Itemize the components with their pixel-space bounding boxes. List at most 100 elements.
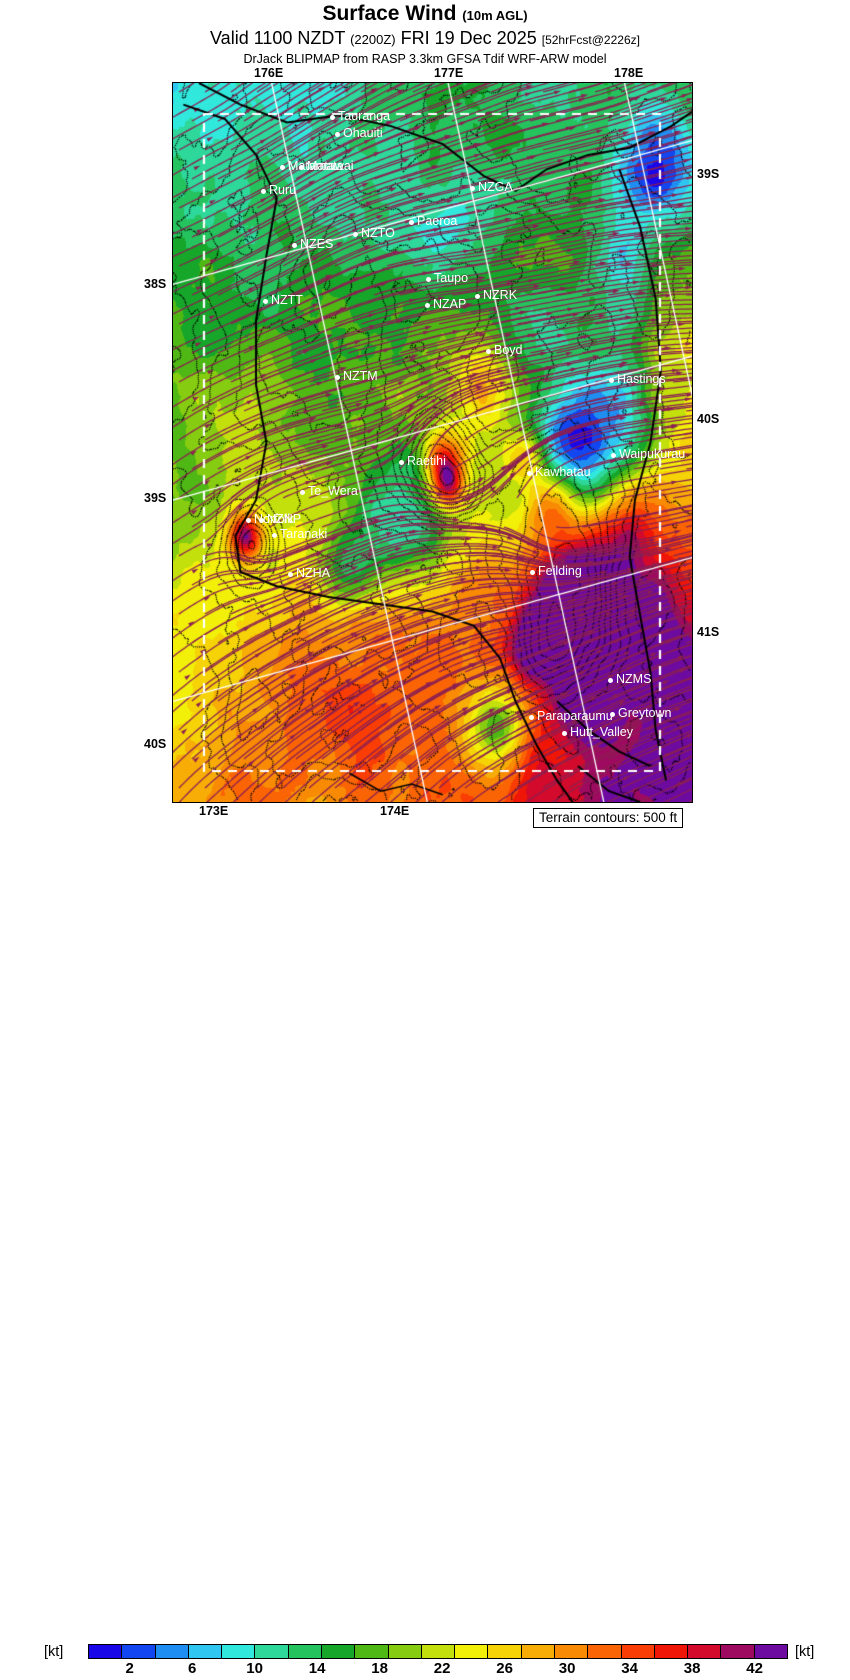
- station-dot: [335, 375, 340, 380]
- colorbar-tick: 38: [683, 1660, 701, 1677]
- station-label: Paeroa: [417, 214, 458, 228]
- station-dot: [609, 378, 614, 383]
- station-dot: [608, 678, 613, 683]
- colorbar-segment: [255, 1645, 289, 1658]
- title-block: Surface Wind (10m AGL) Valid 1100 NZDT (…: [0, 0, 850, 67]
- wind-map[interactable]: Tauranga Ohauiti Matamata Matawai Ruru NZGA Pa…: [172, 82, 693, 803]
- station-label: NZTM: [343, 369, 378, 383]
- station-dot: [300, 490, 305, 495]
- station-label: NZES: [300, 237, 334, 251]
- station-dot: [299, 165, 304, 170]
- colorbar-segment: [721, 1645, 755, 1658]
- station-dot: [529, 715, 534, 720]
- title-main-sub: (10m AGL): [462, 8, 528, 23]
- valid-time-line: Valid 1100 NZDT (2200Z) FRI 19 Dec 2025 …: [0, 28, 850, 51]
- colorbar-tick: 34: [621, 1660, 638, 1677]
- station-dot: [530, 570, 535, 575]
- station-label: Ruru: [269, 183, 297, 197]
- page-title: Surface Wind (10m AGL): [0, 3, 850, 27]
- station-dot: [562, 731, 567, 736]
- station-label: Paraparaumu: [537, 709, 613, 723]
- valid-zulu: (2200Z): [350, 32, 396, 47]
- station-label: NZRK: [483, 288, 518, 302]
- colorbar-segment: [222, 1645, 256, 1658]
- colorbar-segment: [89, 1645, 123, 1658]
- colorbar-segment: [421, 1645, 456, 1658]
- station-dot: [280, 165, 285, 170]
- station-dot: [425, 303, 430, 308]
- station-label: Kawhatau: [535, 465, 591, 479]
- station-dot: [292, 243, 297, 248]
- station-label: Te_Wera: [308, 484, 358, 498]
- valid-date: FRI 19 Dec 2025: [400, 28, 537, 48]
- station-label: Tauranga: [338, 109, 391, 123]
- station-label: NZMS: [616, 672, 652, 686]
- lon-tick-top: 178E: [614, 66, 644, 80]
- colorbar-tick: 26: [496, 1660, 513, 1677]
- colorbar-segment: [521, 1645, 555, 1658]
- station-label: NZTO: [361, 226, 395, 240]
- terrain-contour-legend: Terrain contours: 500 ft: [533, 808, 684, 828]
- station-dot: [335, 132, 340, 137]
- station-label: Matawai: [307, 159, 354, 173]
- valid-prefix: Valid 1100 NZDT: [210, 28, 346, 48]
- lon-tick-bottom: 174E: [380, 804, 410, 818]
- station-dot: [426, 277, 431, 282]
- station-dot: [288, 572, 293, 577]
- colorbar-segment: [321, 1645, 356, 1658]
- colorbar-segment: [188, 1645, 223, 1658]
- station-label: Hastings: [617, 372, 666, 386]
- colorbar-tick: 2: [125, 1660, 134, 1677]
- lat-tick-left: 39S: [144, 491, 167, 505]
- colorbar-tick: 22: [433, 1660, 451, 1677]
- colorbar-block: [kt] [kt] 2 6 10 14 18 22 26 30 34 38 42: [0, 820, 850, 1677]
- station-label: NZNP: [267, 512, 302, 526]
- station-dot: [330, 115, 335, 120]
- forecast-tag: [52hrFcst@2226z]: [541, 33, 640, 47]
- station-label: Raetihi: [407, 454, 446, 468]
- colorbar-segment: [554, 1645, 589, 1658]
- colorbar-tick: 10: [246, 1660, 263, 1677]
- colorbar-gradient[interactable]: [88, 1644, 788, 1659]
- station-label: Taranaki: [280, 527, 328, 541]
- colorbar-segment: [288, 1645, 322, 1658]
- colorbar-tick: 30: [558, 1660, 576, 1677]
- lon-tick-bottom: 173E: [199, 804, 229, 818]
- station-dot: [486, 349, 491, 354]
- colorbar-segment: [488, 1645, 522, 1658]
- station-dot: [475, 294, 480, 299]
- colorbar-unit-left: [kt]: [44, 1644, 64, 1660]
- colorbar-tick: 6: [187, 1660, 197, 1677]
- colorbar-unit-right: [kt]: [795, 1644, 815, 1660]
- station-label: Waipukurau: [619, 447, 686, 461]
- station-dot: [272, 533, 277, 538]
- colorbar-segment: [355, 1645, 389, 1658]
- station-dot: [353, 232, 358, 237]
- colorbar-segment: [588, 1645, 622, 1658]
- colorbar-segment: [621, 1645, 655, 1658]
- colorbar-segment: [688, 1645, 722, 1658]
- lat-tick-right: 40S: [697, 412, 720, 426]
- station-dot: [470, 186, 475, 191]
- station-dot: [409, 220, 414, 225]
- station-dot: [527, 471, 532, 476]
- station-label: Boyd: [494, 343, 523, 357]
- colorbar-segment: [155, 1645, 189, 1658]
- colorbar-segment: [455, 1645, 489, 1658]
- colorbar-segment: [122, 1645, 156, 1658]
- lat-tick-right: 39S: [697, 167, 720, 181]
- station-label: NZTT: [271, 293, 303, 307]
- station-label: Hutt_Valley: [570, 725, 633, 739]
- station-dot: [246, 518, 251, 523]
- station-dot: [259, 518, 264, 523]
- colorbar-tick: 18: [371, 1660, 388, 1677]
- station-dot: [399, 460, 404, 465]
- station-label: NZAP: [433, 297, 467, 311]
- lat-tick-left: 40S: [144, 737, 167, 751]
- station-label: NZHA: [296, 566, 331, 580]
- station-label: Ohauiti: [343, 126, 383, 140]
- station-label: Taupo: [434, 271, 469, 285]
- title-main: Surface Wind: [322, 2, 457, 25]
- lat-tick-right: 41S: [697, 625, 720, 639]
- lat-tick-left: 38S: [144, 277, 167, 291]
